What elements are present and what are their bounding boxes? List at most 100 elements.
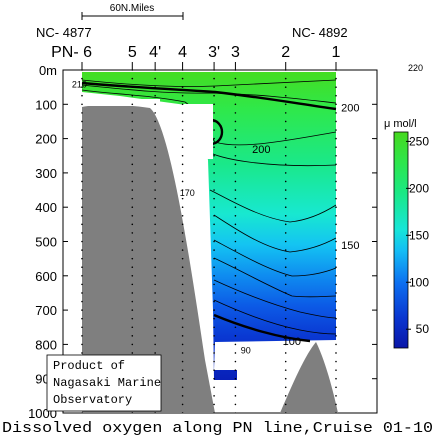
sample-dot — [213, 137, 215, 140]
sample-dot — [154, 240, 156, 243]
colorbar-tick-label: 250 — [409, 134, 429, 148]
sample-dot — [154, 300, 156, 303]
sample-dot — [335, 189, 337, 191]
sample-dot — [154, 172, 156, 174]
sample-dot — [213, 232, 215, 234]
station-labels: PN- 6 5 4' 4 3' 3 2 1 — [51, 44, 341, 70]
sample-dot — [154, 77, 156, 80]
sample-dot — [284, 377, 287, 380]
sample-dot — [335, 163, 337, 166]
sample-dot — [234, 197, 237, 200]
sample-dot — [213, 352, 215, 354]
sample-dot — [284, 77, 287, 80]
sample-dot — [284, 206, 287, 208]
contour-label: 170 — [180, 188, 195, 198]
sample-dot — [213, 154, 215, 157]
sample-dot — [284, 189, 287, 191]
sample-dot — [234, 300, 237, 303]
sample-dot — [213, 266, 215, 269]
sample-dot — [213, 189, 215, 191]
sample-dot — [284, 403, 287, 406]
sample-dot — [81, 266, 83, 269]
credit-line-1: Product of — [53, 359, 125, 373]
sample-dot — [234, 70, 237, 71]
sample-dot — [335, 403, 337, 406]
sample-dot — [131, 103, 134, 106]
contour-lines — [81, 79, 337, 335]
colorbar-tick-label: 150 — [409, 228, 429, 242]
sample-dot — [335, 223, 337, 226]
sample-dot — [213, 70, 215, 71]
sample-dot — [81, 86, 83, 88]
sample-dot — [335, 197, 337, 200]
sample-dot — [335, 257, 337, 260]
sample-dot — [335, 70, 337, 71]
sample-dot — [335, 206, 337, 208]
sample-dot — [335, 360, 337, 363]
station-label: 3' — [208, 44, 220, 61]
sample-dot — [81, 197, 83, 200]
sample-dot — [131, 326, 134, 329]
sample-dot — [234, 343, 237, 346]
sample-dot — [284, 395, 287, 397]
sample-dot — [81, 77, 83, 80]
sample-dot — [81, 257, 83, 260]
sample-dot — [154, 249, 156, 251]
sample-dot — [335, 309, 337, 311]
sample-dot — [213, 214, 215, 217]
sample-dot — [335, 326, 337, 329]
sample-dot — [181, 377, 184, 380]
sample-dot — [335, 412, 337, 413]
sample-dot — [335, 154, 337, 157]
sample-dot — [81, 283, 83, 286]
sample-dot — [284, 214, 287, 217]
sample-dot — [81, 300, 83, 303]
sample-dot — [284, 352, 287, 354]
sample-dot — [335, 86, 337, 88]
station-label: PN- 6 — [51, 44, 92, 61]
sample-dot — [213, 77, 215, 80]
sample-dot — [131, 129, 134, 131]
sample-dot — [81, 129, 83, 131]
sample-dot — [181, 309, 184, 311]
sample-dot — [131, 275, 134, 277]
contour-label: 200 — [252, 144, 270, 156]
sample-dot — [81, 223, 83, 226]
sample-dot — [213, 249, 215, 251]
station-id-left: NC- 4877 — [36, 25, 92, 40]
sample-dot — [284, 180, 287, 183]
sample-dot — [181, 189, 184, 191]
sample-dot — [154, 94, 156, 97]
sample-dot — [181, 300, 184, 303]
sample-dot — [181, 292, 184, 294]
sample-dot — [154, 326, 156, 329]
sample-dot — [284, 223, 287, 226]
sample-dot — [234, 275, 237, 277]
sample-dot — [234, 223, 237, 226]
sample-dot — [131, 240, 134, 243]
sample-dot — [335, 146, 337, 148]
sample-dot — [213, 326, 215, 329]
sample-dot — [131, 77, 134, 80]
sample-dot — [131, 223, 134, 226]
y-tick-label: 100 — [35, 97, 57, 112]
sample-dot — [213, 103, 215, 106]
sample-dot — [234, 395, 237, 397]
sample-dot — [335, 112, 337, 114]
sample-dot — [181, 232, 184, 234]
sample-dot — [335, 300, 337, 303]
station-label: 4 — [178, 44, 187, 61]
sample-dot — [213, 386, 215, 389]
sample-dot — [234, 249, 237, 251]
sample-dot — [131, 197, 134, 200]
sample-dot — [154, 206, 156, 208]
sample-dot — [154, 163, 156, 166]
sample-dot — [234, 232, 237, 234]
sample-dot — [335, 292, 337, 294]
sample-dot — [181, 283, 184, 286]
sample-dot — [154, 154, 156, 157]
sample-dot — [213, 403, 215, 406]
sample-dot — [181, 395, 184, 397]
sample-dot — [213, 112, 215, 114]
sample-dot — [213, 412, 215, 413]
